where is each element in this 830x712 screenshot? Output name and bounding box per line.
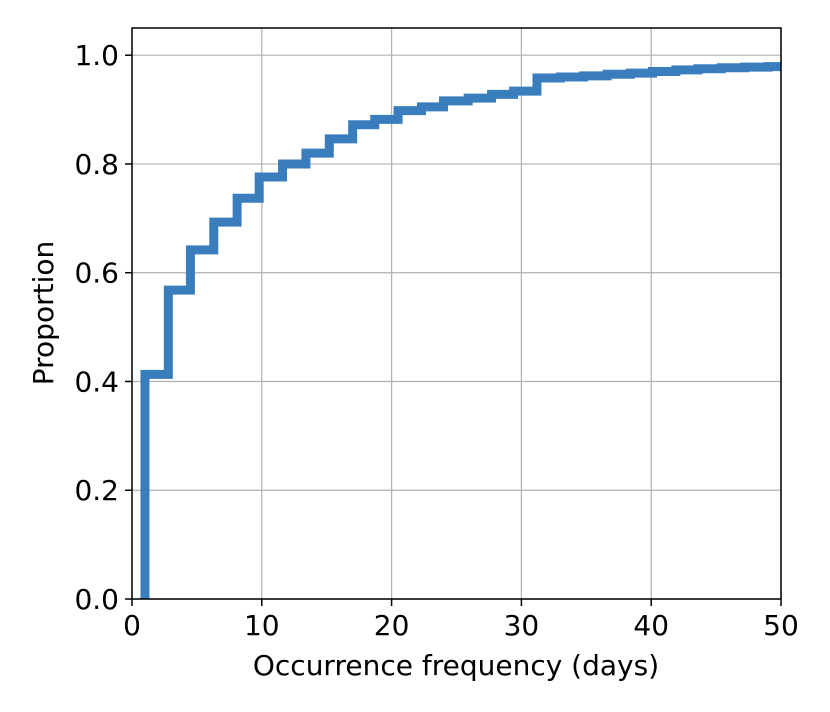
x-tick-label: 0: [123, 609, 141, 642]
data-layer: [140, 62, 781, 599]
y-tick-label: 0.6: [74, 257, 119, 290]
x-tick-label: 50: [763, 609, 799, 642]
x-tick-label: 20: [374, 609, 410, 642]
y-tick-label: 1.0: [74, 39, 119, 72]
plot-frame: [131, 27, 782, 600]
x-axis-label: Occurrence frequency (days): [253, 649, 659, 682]
y-tick-label: 0.8: [74, 148, 119, 181]
axes-layer: 0 10 20 30 40 50 0.0 0.2 0.4 0.6 0.8 1.0: [74, 27, 799, 642]
y-tick-label: 0.0: [74, 583, 119, 616]
x-tick-label: 30: [504, 609, 540, 642]
x-tick-label: 10: [244, 609, 280, 642]
y-tick-label: 0.4: [74, 365, 119, 398]
y-tick-label: 0.2: [74, 474, 119, 507]
grid-layer: [131, 28, 782, 600]
y-axis-label: Proportion: [27, 241, 60, 385]
ecdf-series-line: [140, 62, 781, 599]
x-tick-label: 40: [633, 609, 669, 642]
